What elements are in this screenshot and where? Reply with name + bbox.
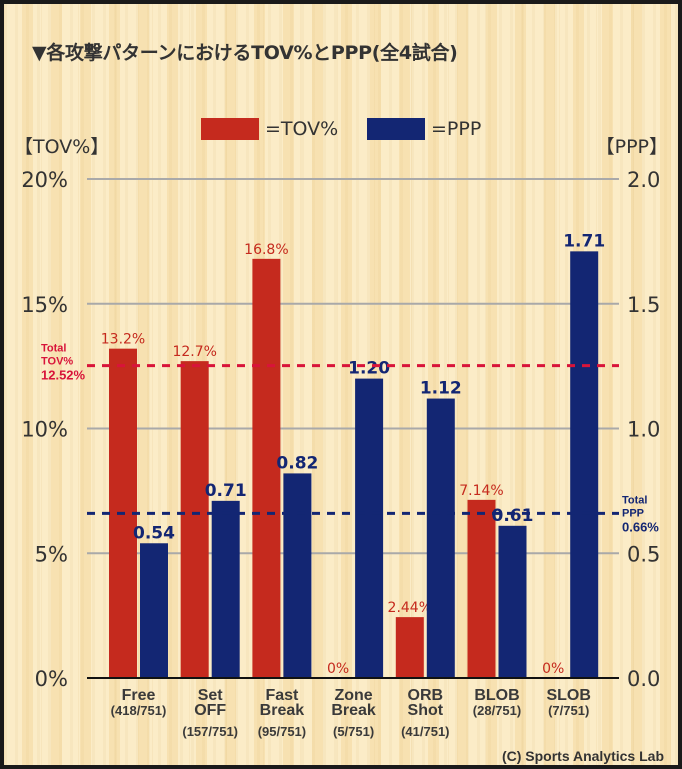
right-tick-label: 0.5 xyxy=(627,542,660,566)
category-label: Fast xyxy=(265,687,299,704)
category-label: Free xyxy=(122,687,156,704)
category-label: Zone xyxy=(334,687,372,704)
bar-tov xyxy=(395,617,424,678)
bar-ppp xyxy=(283,473,312,678)
data-label: 16.8% xyxy=(244,242,288,258)
data-label: 7.14% xyxy=(459,483,503,499)
category-label: BLOB xyxy=(474,687,519,704)
data-label: 1.20 xyxy=(348,359,390,379)
legend-item-tov: =TOV% xyxy=(201,118,338,140)
right-tick-label: 1.0 xyxy=(627,418,660,442)
bar-ppp xyxy=(570,251,599,679)
left-tick-label: 20% xyxy=(21,168,68,192)
category-count: (418/751) xyxy=(111,703,167,718)
reference-label-ppp: 0.66% xyxy=(622,519,659,534)
bar-ppp xyxy=(426,398,455,678)
data-label: 0% xyxy=(542,661,564,677)
reference-label-ppp: Total xyxy=(622,494,647,506)
category-label: OFF xyxy=(194,702,226,719)
legend-swatch-tov xyxy=(201,118,259,140)
reference-label-tov: TOV% xyxy=(41,356,73,368)
category-label: Break xyxy=(260,702,305,719)
data-label: 0.71 xyxy=(205,481,247,501)
right-tick-label: 1.5 xyxy=(627,293,660,317)
legend-item-ppp: =PPP xyxy=(367,118,481,140)
data-label: 1.12 xyxy=(420,379,462,399)
reference-label-tov: 12.52% xyxy=(41,368,86,383)
right-tick-label: 2.0 xyxy=(627,168,660,192)
category-count: (5/751) xyxy=(333,724,374,739)
category-label: ORB xyxy=(408,687,444,704)
right-tick-label: 0.0 xyxy=(627,667,660,691)
right-axis-title: 【PPP】 xyxy=(595,136,668,158)
data-label: 2.44% xyxy=(388,600,432,616)
bar-tov xyxy=(252,258,281,678)
category-count: (7/751) xyxy=(548,703,589,718)
category-count: (41/751) xyxy=(401,724,449,739)
left-tick-label: 0% xyxy=(35,667,68,691)
credit-text: (C) Sports Analytics Lab xyxy=(501,748,664,764)
category-count: (28/751) xyxy=(473,703,521,718)
data-label: 0% xyxy=(327,661,349,677)
bar-tov xyxy=(180,361,209,678)
bar-ppp xyxy=(140,543,168,678)
bar-ppp xyxy=(211,500,240,678)
data-label: 12.7% xyxy=(172,344,216,360)
bar-ppp xyxy=(355,378,384,678)
category-label: Set xyxy=(198,687,224,704)
bar-tov xyxy=(467,499,496,678)
data-label: 0.54 xyxy=(133,523,175,543)
reference-label-ppp: PPP xyxy=(622,507,644,519)
category-label: SLOB xyxy=(546,687,590,704)
legend-swatch-ppp xyxy=(367,118,425,140)
left-tick-label: 5% xyxy=(35,542,68,566)
legend-label-tov: =TOV% xyxy=(265,118,339,140)
legend-label-ppp: =PPP xyxy=(431,118,482,140)
left-tick-label: 10% xyxy=(21,418,68,442)
category-label: Break xyxy=(331,702,376,719)
left-tick-label: 15% xyxy=(21,293,68,317)
reference-label-tov: Total xyxy=(41,343,66,355)
category-count: (95/751) xyxy=(258,724,306,739)
data-label: 0.82 xyxy=(276,453,318,473)
category-label: Shot xyxy=(408,702,444,719)
data-label: 0.61 xyxy=(492,506,534,526)
data-label: 1.71 xyxy=(563,231,605,251)
category-count: (157/751) xyxy=(182,724,238,739)
bar-ppp xyxy=(498,525,527,678)
left-axis-title: 【TOV%】 xyxy=(14,136,110,158)
chart-title: ▼各攻撃パターンにおけるTOV%とPPP(全4試合) xyxy=(32,42,458,64)
data-label: 13.2% xyxy=(101,332,145,348)
